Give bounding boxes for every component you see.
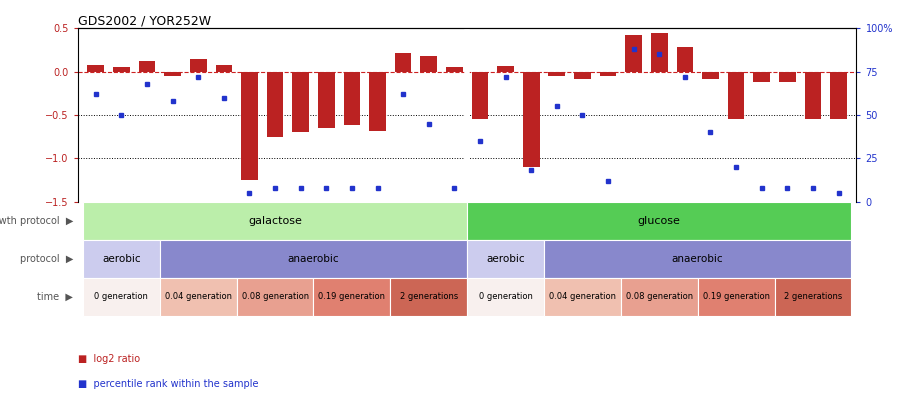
Bar	[830, 72, 847, 119]
Bar	[83, 278, 159, 316]
Bar	[523, 72, 540, 167]
Bar	[804, 72, 822, 119]
Bar	[241, 72, 257, 180]
Bar	[395, 53, 411, 72]
Text: ■  log2 ratio: ■ log2 ratio	[78, 354, 140, 364]
Bar	[159, 240, 467, 278]
Bar	[467, 278, 544, 316]
Text: GDS2002 / YOR252W: GDS2002 / YOR252W	[78, 14, 211, 27]
Bar	[369, 72, 386, 130]
Bar	[600, 72, 616, 76]
Text: 0.19 generation: 0.19 generation	[703, 292, 769, 301]
Bar	[87, 65, 104, 72]
Bar	[753, 72, 770, 82]
Bar	[549, 72, 565, 76]
Text: aerobic: aerobic	[486, 254, 525, 264]
Bar	[292, 72, 309, 132]
Bar	[703, 72, 719, 79]
Text: anaerobic: anaerobic	[288, 254, 339, 264]
Text: 0.08 generation: 0.08 generation	[242, 292, 309, 301]
Text: galactose: galactose	[248, 215, 302, 226]
Bar	[390, 278, 467, 316]
Text: protocol  ▶: protocol ▶	[20, 254, 73, 264]
Bar	[83, 240, 159, 278]
Bar	[138, 61, 156, 72]
Text: 0.19 generation: 0.19 generation	[319, 292, 386, 301]
Bar	[236, 278, 313, 316]
Bar	[626, 35, 642, 72]
Text: 0.04 generation: 0.04 generation	[165, 292, 232, 301]
Bar	[344, 72, 360, 126]
Text: 0.04 generation: 0.04 generation	[549, 292, 616, 301]
Bar	[472, 72, 488, 119]
Bar	[698, 278, 775, 316]
Text: 0 generation: 0 generation	[479, 292, 532, 301]
Bar	[467, 240, 544, 278]
Bar	[215, 65, 232, 72]
Bar	[497, 66, 514, 72]
Bar	[467, 202, 851, 240]
Text: anaerobic: anaerobic	[671, 254, 724, 264]
Bar	[677, 47, 693, 72]
Text: time  ▶: time ▶	[38, 292, 73, 302]
Bar	[727, 72, 745, 119]
Bar	[113, 67, 130, 72]
Text: growth protocol  ▶: growth protocol ▶	[0, 215, 73, 226]
Bar	[544, 278, 621, 316]
Bar	[159, 278, 236, 316]
Bar	[190, 59, 207, 72]
Bar	[313, 278, 390, 316]
Bar	[83, 202, 467, 240]
Text: 0.08 generation: 0.08 generation	[626, 292, 692, 301]
Text: aerobic: aerobic	[102, 254, 141, 264]
Bar	[775, 278, 851, 316]
Text: glucose: glucose	[638, 215, 681, 226]
Bar	[318, 72, 334, 128]
Text: ■  percentile rank within the sample: ■ percentile rank within the sample	[78, 379, 258, 389]
Text: 0 generation: 0 generation	[94, 292, 148, 301]
Bar	[446, 67, 463, 72]
Bar	[267, 72, 283, 136]
Bar	[164, 72, 181, 76]
Bar	[779, 72, 796, 82]
Bar	[621, 278, 698, 316]
Bar	[651, 33, 668, 72]
Bar	[574, 72, 591, 79]
Text: 2 generations: 2 generations	[784, 292, 842, 301]
Bar	[420, 56, 437, 72]
Bar	[544, 240, 851, 278]
Text: 2 generations: 2 generations	[399, 292, 458, 301]
